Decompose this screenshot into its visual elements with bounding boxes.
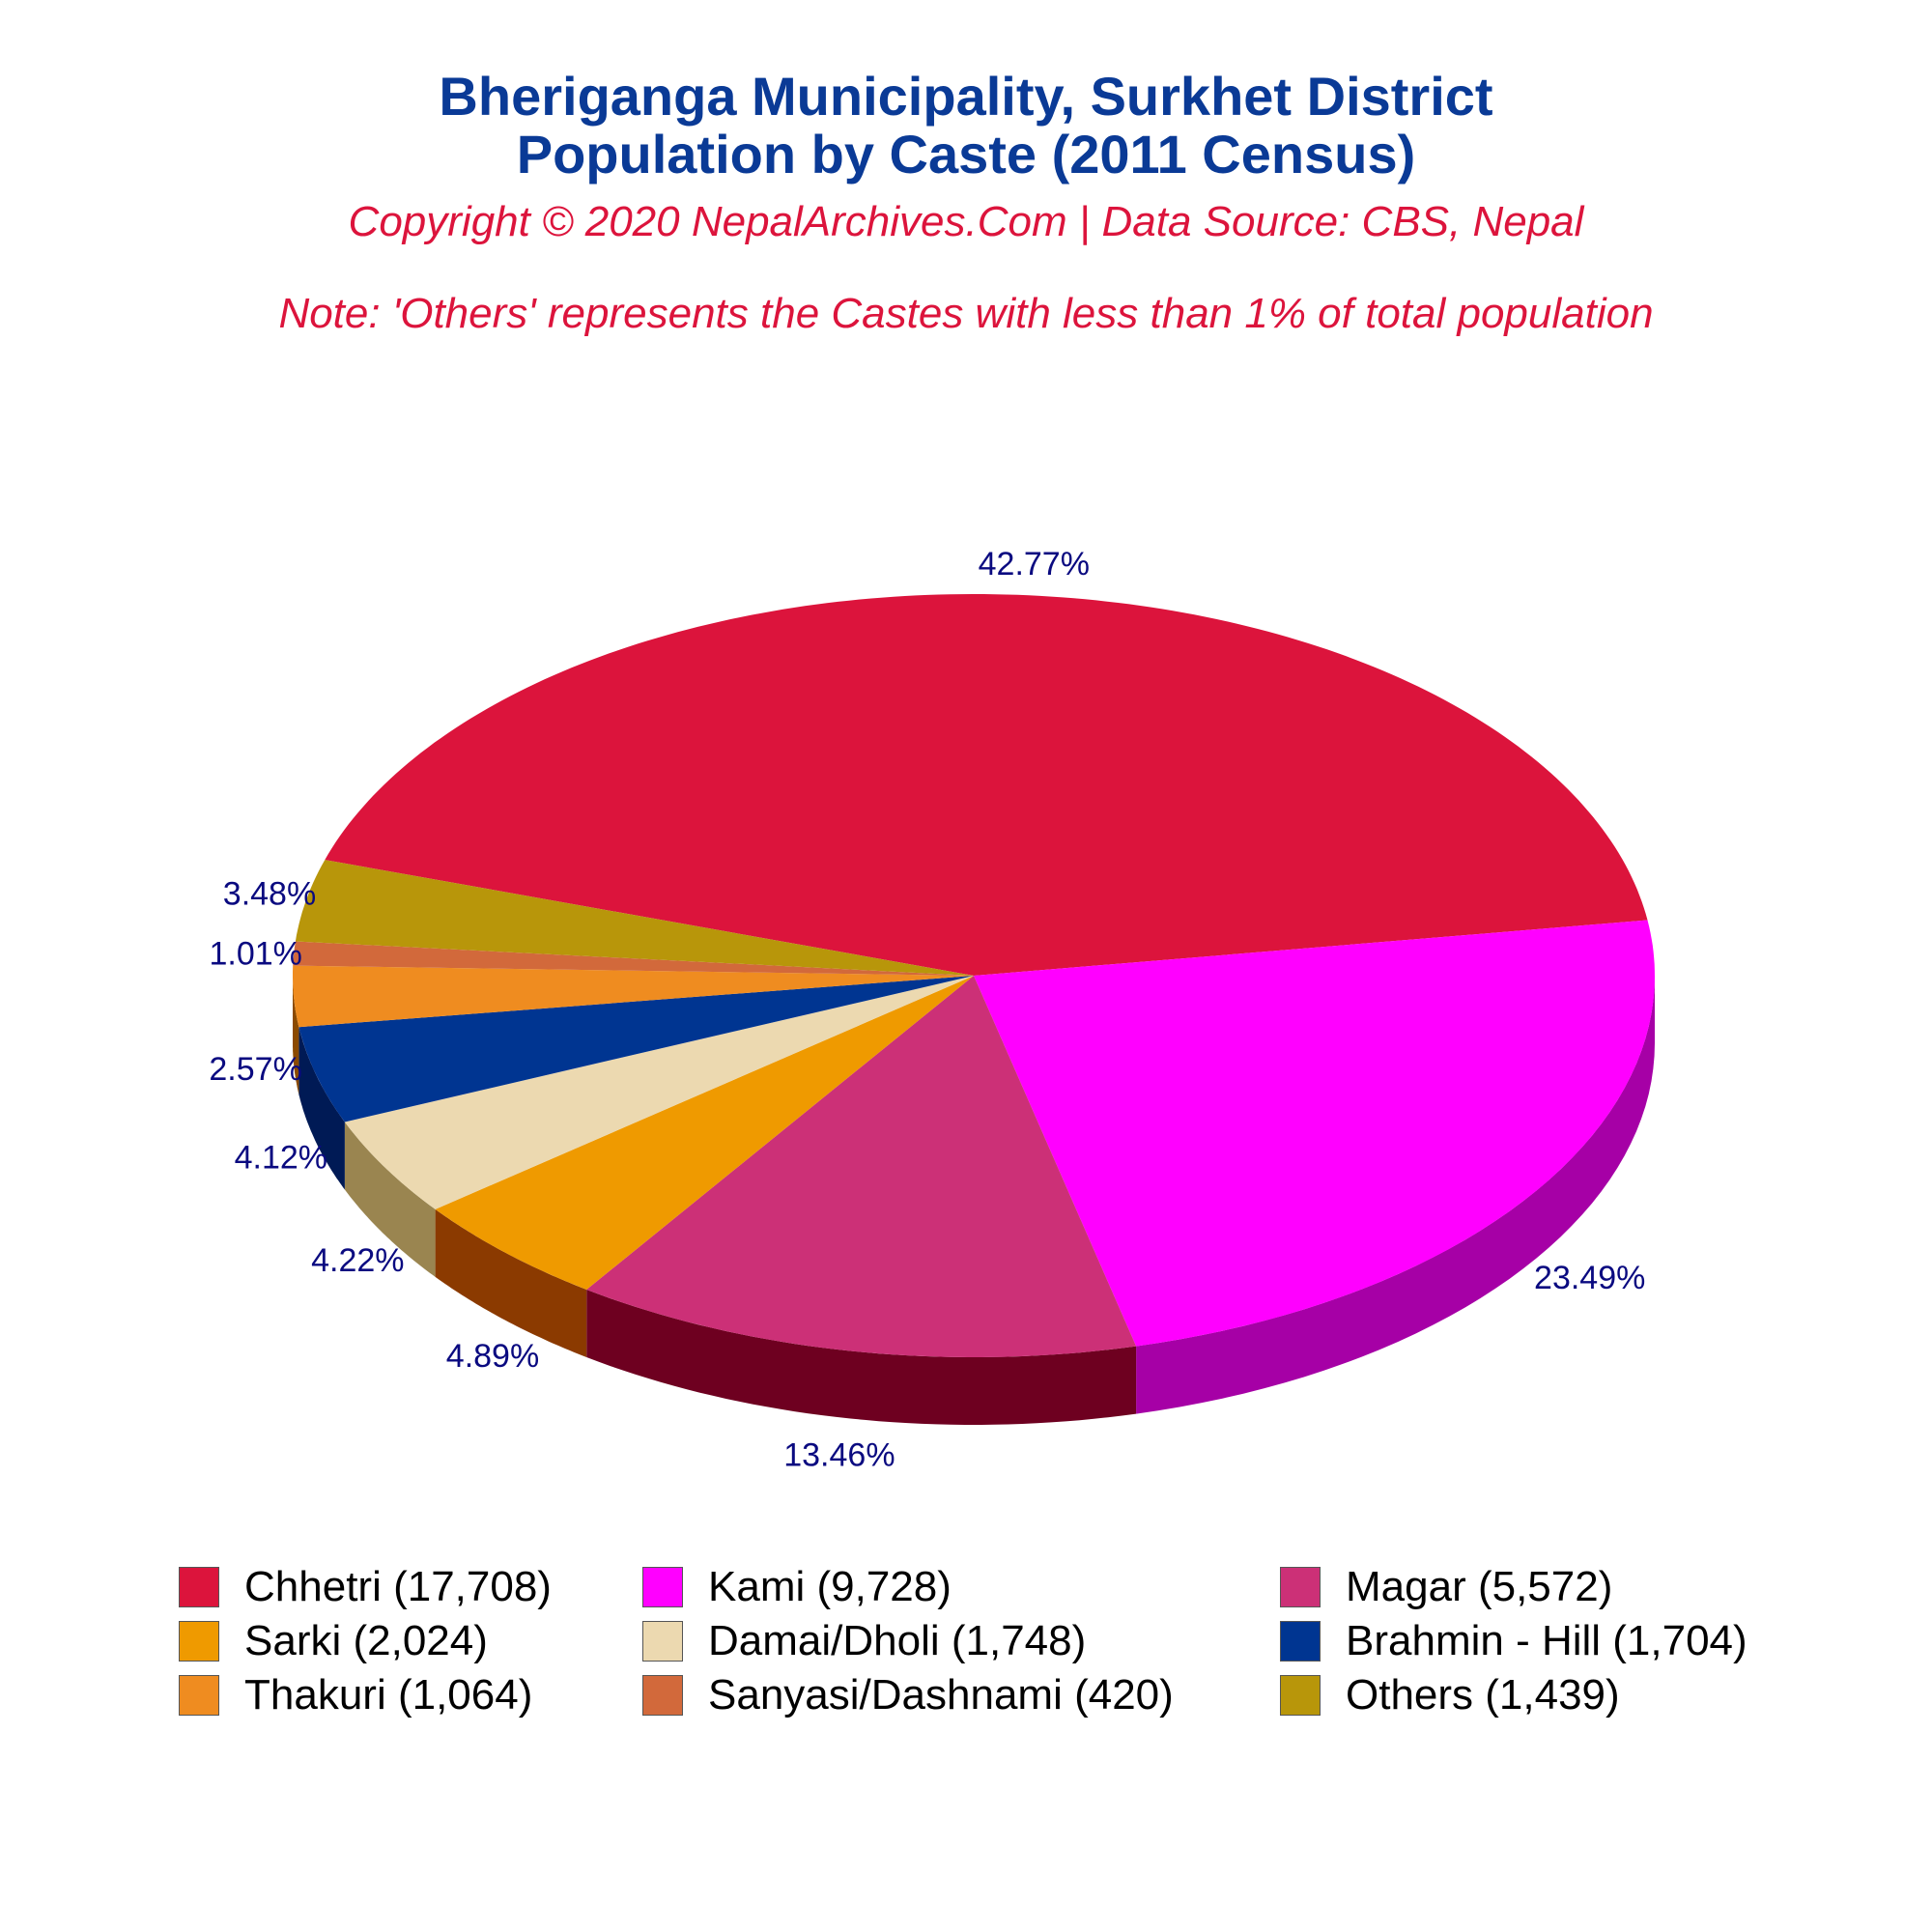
legend-label: Kami (9,728) xyxy=(708,1563,952,1610)
legend-swatch xyxy=(1280,1567,1321,1607)
legend-item-2: Magar (5,572) xyxy=(1280,1560,1612,1614)
pie-slice-1 xyxy=(974,920,1655,1347)
pie-percent-label-8: 3.48% xyxy=(223,875,316,912)
legend-item-4: Damai/Dholi (1,748) xyxy=(642,1614,1086,1668)
legend-swatch xyxy=(179,1621,219,1662)
legend-label: Thakuri (1,064) xyxy=(244,1671,533,1719)
pie-slice-2 xyxy=(586,976,1137,1357)
pie-slice-3 xyxy=(435,976,975,1290)
legend-swatch xyxy=(179,1567,219,1607)
legend-item-3: Sarki (2,024) xyxy=(179,1614,488,1668)
legend-label: Magar (5,572) xyxy=(1346,1563,1613,1610)
legend-item-6: Thakuri (1,064) xyxy=(179,1668,532,1722)
legend-item-5: Brahmin - Hill (1,704) xyxy=(1280,1614,1747,1668)
legend-item-7: Sanyasi/Dashnami (420) xyxy=(642,1668,1174,1722)
legend-item-1: Kami (9,728) xyxy=(642,1560,952,1614)
pie-percent-label-7: 1.01% xyxy=(209,935,301,972)
pie-slice-side-5 xyxy=(298,1027,345,1190)
chart-title-line2: Population by Caste (2011 Census) xyxy=(516,124,1416,185)
pie-slice-side-4 xyxy=(344,1122,436,1277)
pie-percent-label-2: 13.46% xyxy=(783,1436,895,1473)
note-text: Note: 'Others' represents the Castes wit… xyxy=(278,290,1654,337)
legend-swatch xyxy=(642,1621,683,1662)
legend-label: Chhetri (17,708) xyxy=(244,1563,552,1610)
pie-slice-4 xyxy=(344,976,974,1209)
legend-swatch xyxy=(179,1675,219,1716)
legend-swatch xyxy=(1280,1675,1321,1716)
pie-percent-label-5: 4.12% xyxy=(235,1140,327,1177)
copyright-text: Copyright © 2020 NepalArchives.Com | Dat… xyxy=(348,198,1584,245)
legend-item-0: Chhetri (17,708) xyxy=(179,1560,552,1614)
pie-percent-label-6: 2.57% xyxy=(209,1051,301,1088)
pie-slice-7 xyxy=(293,941,974,976)
legend-label: Sarki (2,024) xyxy=(244,1617,488,1664)
legend-label: Others (1,439) xyxy=(1346,1671,1620,1719)
pie-slice-5 xyxy=(298,976,974,1122)
pie-slice-side-2 xyxy=(586,1290,1137,1425)
pie-percent-label-3: 4.89% xyxy=(446,1338,539,1375)
legend-swatch xyxy=(642,1567,683,1607)
pie-percent-label-4: 4.22% xyxy=(311,1242,404,1279)
legend-swatch xyxy=(1280,1621,1321,1662)
pie-slice-side-6 xyxy=(293,976,299,1095)
pie-slice-side-1 xyxy=(1136,976,1655,1414)
legend-swatch xyxy=(642,1675,683,1716)
pie-chart: 42.77% 23.49% 13.46% 4.89% 4.22% 4.12% 2.57% 1.… xyxy=(209,546,1655,1473)
pie-slice-0 xyxy=(325,594,1648,976)
legend-label: Brahmin - Hill (1,704) xyxy=(1346,1617,1747,1664)
legend-item-8: Others (1,439) xyxy=(1280,1668,1620,1722)
pie-slice-6 xyxy=(293,965,974,1028)
legend-label: Damai/Dholi (1,748) xyxy=(708,1617,1087,1664)
pie-percent-label-1: 23.49% xyxy=(1534,1260,1645,1296)
legend-label: Sanyasi/Dashnami (420) xyxy=(708,1671,1174,1719)
pie-slice-side-3 xyxy=(435,1208,587,1357)
pie-slice-8 xyxy=(295,860,974,976)
pie-percent-label-0: 42.77% xyxy=(979,546,1090,582)
chart-title-line1: Bheriganga Municipality, Surkhet Distric… xyxy=(439,66,1493,127)
